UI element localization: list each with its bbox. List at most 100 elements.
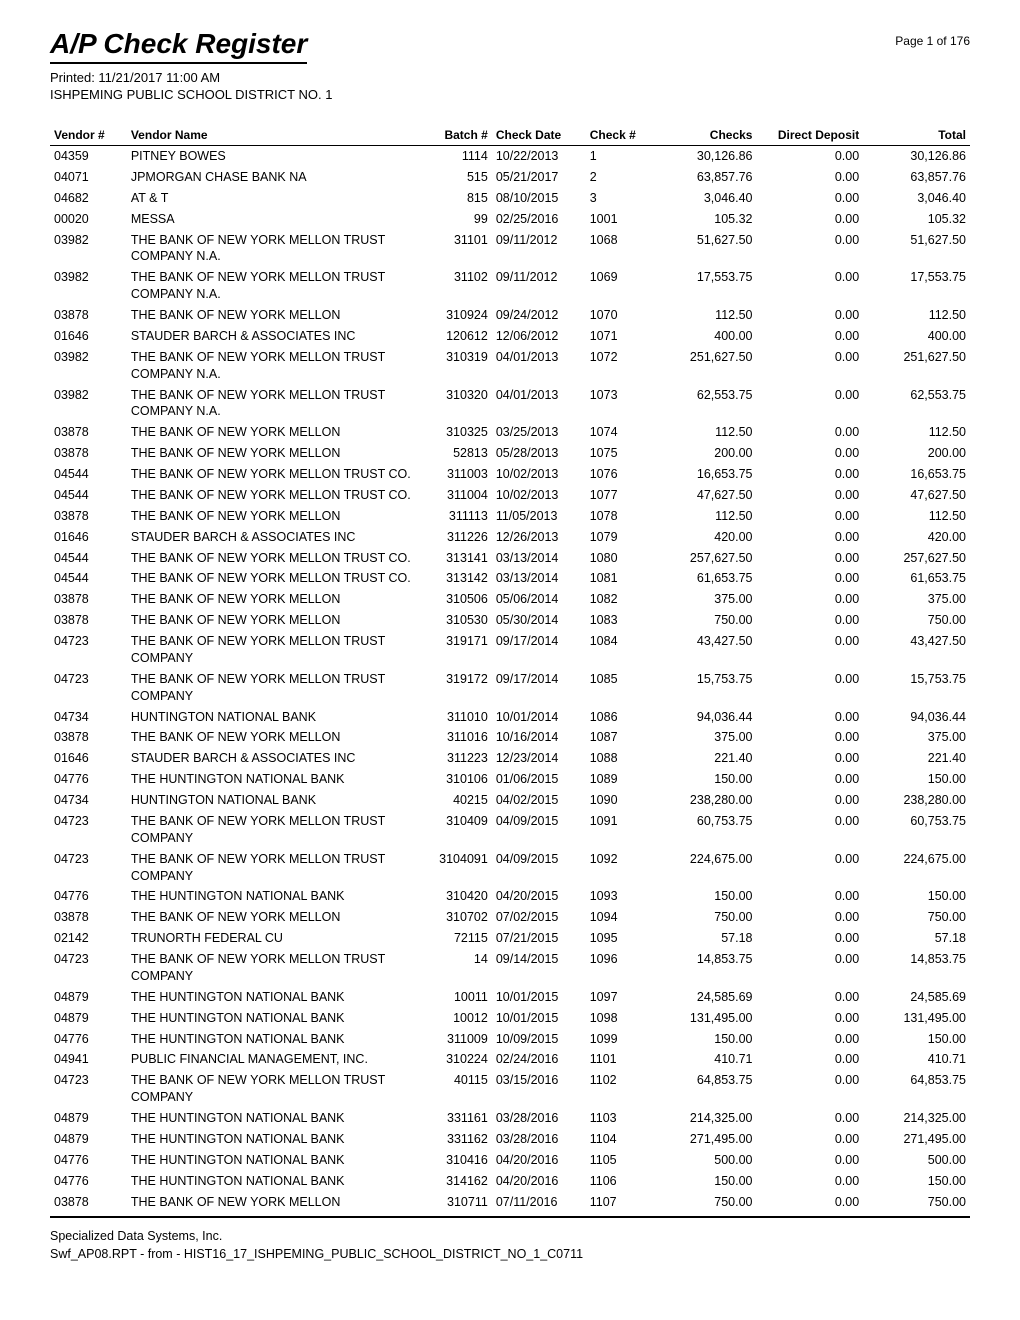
cell-date: 07/21/2015	[492, 928, 586, 949]
cell-total: 221.40	[863, 748, 970, 769]
cell-vendor: 00020	[50, 209, 127, 230]
cell-checks: 410.71	[650, 1049, 757, 1070]
cell-date: 05/28/2013	[492, 443, 586, 464]
cell-check: 1094	[586, 907, 650, 928]
cell-check: 1082	[586, 589, 650, 610]
cell-name: TRUNORTH FEDERAL CU	[127, 928, 426, 949]
cell-deposit: 0.00	[756, 527, 863, 548]
table-row: 00020MESSA9902/25/20161001105.320.00105.…	[50, 209, 970, 230]
cell-batch: 331161	[426, 1108, 492, 1129]
col-vendor: Vendor #	[50, 124, 127, 146]
cell-name: THE BANK OF NEW YORK MELLON	[127, 443, 426, 464]
cell-deposit: 0.00	[756, 385, 863, 423]
cell-total: 750.00	[863, 1192, 970, 1213]
cell-batch: 311016	[426, 727, 492, 748]
cell-date: 03/13/2014	[492, 568, 586, 589]
cell-date: 04/01/2013	[492, 347, 586, 385]
cell-check: 1103	[586, 1108, 650, 1129]
cell-batch: 52813	[426, 443, 492, 464]
cell-check: 1069	[586, 267, 650, 305]
cell-date: 05/06/2014	[492, 589, 586, 610]
cell-check: 1072	[586, 347, 650, 385]
cell-total: 94,036.44	[863, 707, 970, 728]
cell-batch: 31101	[426, 230, 492, 268]
cell-vendor: 03982	[50, 385, 127, 423]
cell-batch: 40215	[426, 790, 492, 811]
bottom-rule	[50, 1216, 970, 1218]
cell-total: 62,553.75	[863, 385, 970, 423]
table-row: 03878THE BANK OF NEW YORK MELLON5281305/…	[50, 443, 970, 464]
table-row: 04776THE HUNTINGTON NATIONAL BANK3104200…	[50, 886, 970, 907]
cell-name: STAUDER BARCH & ASSOCIATES INC	[127, 527, 426, 548]
cell-deposit: 0.00	[756, 949, 863, 987]
cell-vendor: 04734	[50, 707, 127, 728]
cell-vendor: 03982	[50, 230, 127, 268]
cell-deposit: 0.00	[756, 886, 863, 907]
cell-name: THE BANK OF NEW YORK MELLON TRUST COMPAN…	[127, 385, 426, 423]
cell-deposit: 0.00	[756, 146, 863, 167]
cell-total: 112.50	[863, 422, 970, 443]
cell-date: 10/09/2015	[492, 1029, 586, 1050]
cell-deposit: 0.00	[756, 464, 863, 485]
col-batch: Batch #	[426, 124, 492, 146]
cell-name: THE BANK OF NEW YORK MELLON TRUST COMPAN…	[127, 631, 426, 669]
cell-date: 12/23/2014	[492, 748, 586, 769]
cell-deposit: 0.00	[756, 506, 863, 527]
cell-date: 04/20/2015	[492, 886, 586, 907]
table-row: 04544THE BANK OF NEW YORK MELLON TRUST C…	[50, 548, 970, 569]
cell-checks: 62,553.75	[650, 385, 757, 423]
table-header-row: Vendor # Vendor Name Batch # Check Date …	[50, 124, 970, 146]
cell-name: THE BANK OF NEW YORK MELLON TRUST CO.	[127, 548, 426, 569]
table-row: 04723THE BANK OF NEW YORK MELLON TRUST C…	[50, 1070, 970, 1108]
table-row: 03878THE BANK OF NEW YORK MELLON31050605…	[50, 589, 970, 610]
table-row: 04776THE HUNTINGTON NATIONAL BANK3110091…	[50, 1029, 970, 1050]
cell-checks: 200.00	[650, 443, 757, 464]
cell-deposit: 0.00	[756, 631, 863, 669]
cell-batch: 310530	[426, 610, 492, 631]
cell-checks: 150.00	[650, 886, 757, 907]
cell-vendor: 04723	[50, 669, 127, 707]
cell-vendor: 04879	[50, 1008, 127, 1029]
cell-date: 03/28/2016	[492, 1129, 586, 1150]
table-row: 03878THE BANK OF NEW YORK MELLON31053005…	[50, 610, 970, 631]
cell-checks: 60,753.75	[650, 811, 757, 849]
cell-vendor: 04734	[50, 790, 127, 811]
cell-checks: 750.00	[650, 907, 757, 928]
cell-vendor: 04723	[50, 811, 127, 849]
cell-deposit: 0.00	[756, 1049, 863, 1070]
cell-name: THE HUNTINGTON NATIONAL BANK	[127, 1108, 426, 1129]
table-row: 04544THE BANK OF NEW YORK MELLON TRUST C…	[50, 485, 970, 506]
cell-vendor: 04723	[50, 949, 127, 987]
cell-deposit: 0.00	[756, 1070, 863, 1108]
table-row: 01646STAUDER BARCH & ASSOCIATES INC31122…	[50, 527, 970, 548]
cell-batch: 311223	[426, 748, 492, 769]
cell-deposit: 0.00	[756, 230, 863, 268]
cell-batch: 99	[426, 209, 492, 230]
cell-name: THE BANK OF NEW YORK MELLON	[127, 610, 426, 631]
table-row: 04723THE BANK OF NEW YORK MELLON TRUST C…	[50, 811, 970, 849]
cell-vendor: 04879	[50, 987, 127, 1008]
cell-date: 03/15/2016	[492, 1070, 586, 1108]
cell-name: THE HUNTINGTON NATIONAL BANK	[127, 1150, 426, 1171]
cell-check: 1084	[586, 631, 650, 669]
cell-deposit: 0.00	[756, 188, 863, 209]
cell-check: 1077	[586, 485, 650, 506]
cell-deposit: 0.00	[756, 907, 863, 928]
table-row: 04776THE HUNTINGTON NATIONAL BANK3141620…	[50, 1171, 970, 1192]
org-name: ISHPEMING PUBLIC SCHOOL DISTRICT NO. 1	[50, 87, 332, 102]
cell-date: 12/06/2012	[492, 326, 586, 347]
cell-batch: 310224	[426, 1049, 492, 1070]
cell-deposit: 0.00	[756, 727, 863, 748]
col-total: Total	[863, 124, 970, 146]
cell-batch: 319172	[426, 669, 492, 707]
cell-check: 1102	[586, 1070, 650, 1108]
cell-name: THE BANK OF NEW YORK MELLON TRUST CO.	[127, 464, 426, 485]
cell-batch: 331162	[426, 1129, 492, 1150]
cell-name: AT & T	[127, 188, 426, 209]
cell-total: 64,853.75	[863, 1070, 970, 1108]
cell-vendor: 01646	[50, 527, 127, 548]
cell-vendor: 04544	[50, 548, 127, 569]
cell-check: 1081	[586, 568, 650, 589]
cell-deposit: 0.00	[756, 209, 863, 230]
printed-timestamp: Printed: 11/21/2017 11:00 AM	[50, 70, 332, 85]
